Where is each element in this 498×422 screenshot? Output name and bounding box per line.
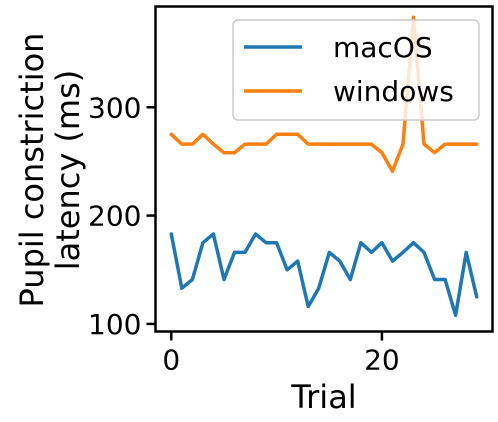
x-axis-label: Trial bbox=[290, 378, 356, 416]
series-lines bbox=[169, 15, 479, 318]
x-tick-label-1: 20 bbox=[364, 344, 400, 377]
legend-label-macos: macOS bbox=[333, 31, 433, 64]
y-tick-label-1: 200 bbox=[88, 200, 141, 233]
y-tick-label-2: 300 bbox=[88, 91, 141, 124]
series-line-macos bbox=[169, 232, 479, 318]
y-axis-label-line-1: Pupil constriction bbox=[13, 33, 51, 308]
legend-box bbox=[232, 19, 480, 121]
series-line-windows bbox=[169, 15, 479, 173]
y-axis-label-line-2: latency (ms) bbox=[49, 70, 87, 271]
y-tick-label-0: 100 bbox=[88, 308, 141, 341]
legend: macOS windows bbox=[232, 19, 480, 121]
legend-label-windows: windows bbox=[333, 75, 454, 108]
x-axis: 0 20 bbox=[162, 331, 400, 377]
plot-frame bbox=[154, 5, 494, 333]
x-tick-label-0: 0 bbox=[162, 344, 180, 377]
y-axis-label: Pupil constriction latency (ms) bbox=[13, 33, 87, 308]
y-axis: 100 200 300 bbox=[88, 91, 156, 341]
